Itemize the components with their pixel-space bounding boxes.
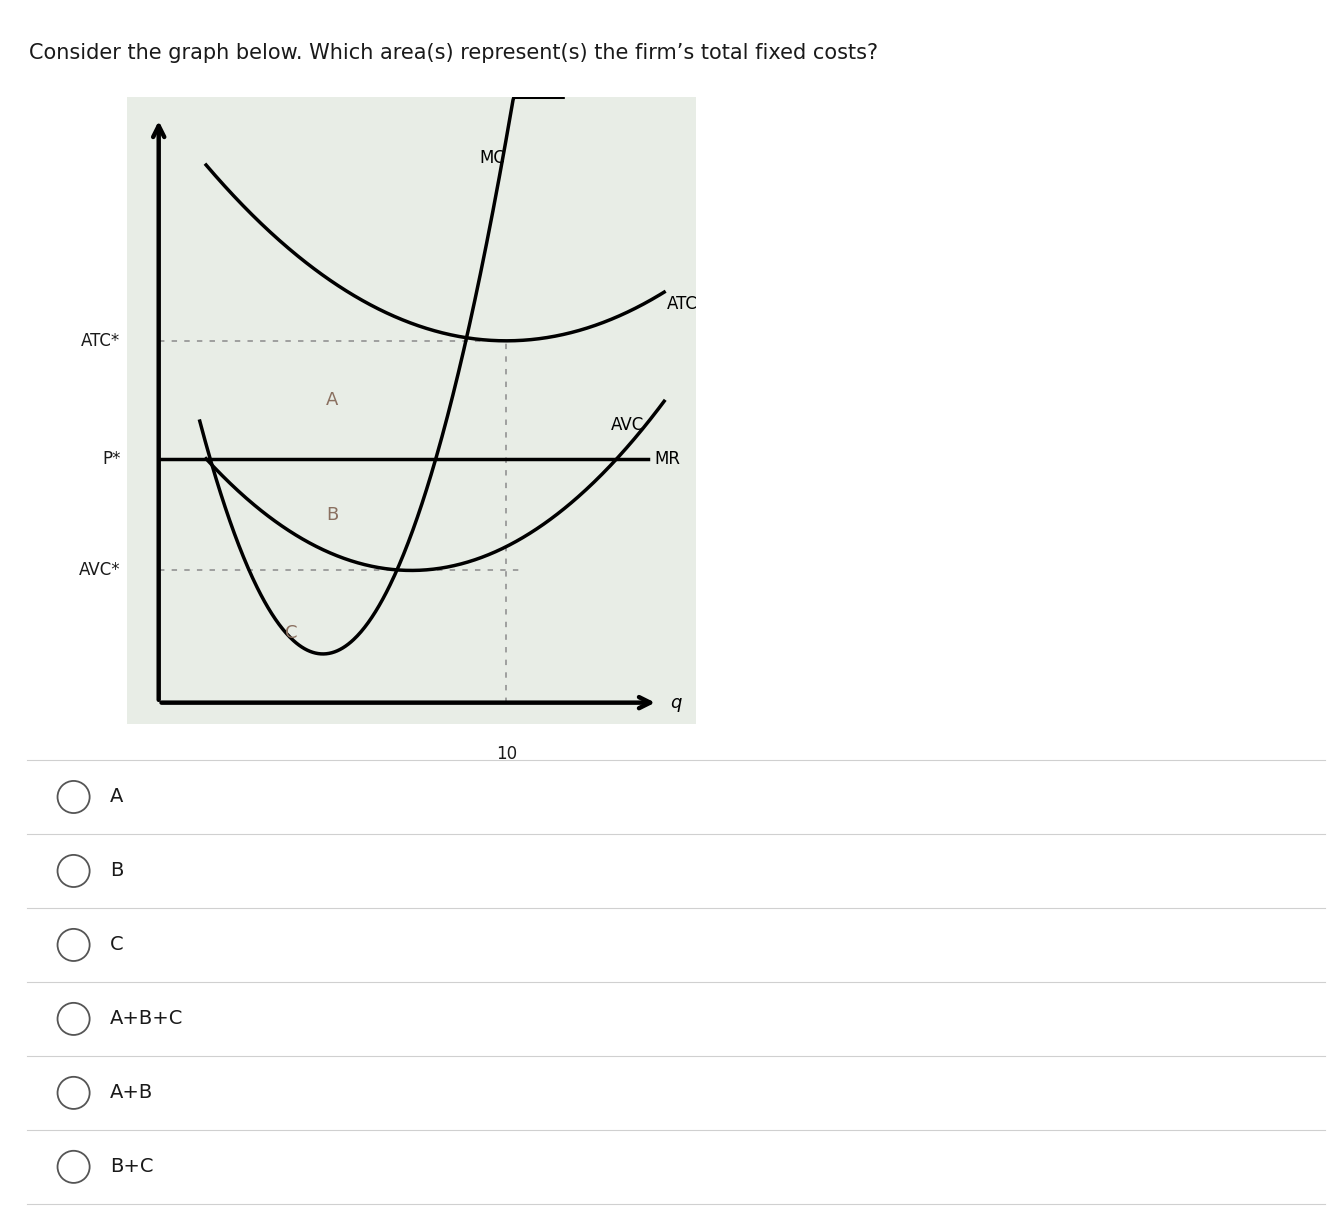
Text: ATC*: ATC* — [82, 332, 120, 350]
Text: A+B: A+B — [110, 1083, 153, 1103]
Text: MR: MR — [654, 450, 681, 468]
Text: C: C — [285, 624, 297, 642]
Text: AVC: AVC — [610, 416, 644, 434]
Text: q: q — [670, 693, 682, 711]
Text: ATC: ATC — [668, 295, 698, 313]
Text: C: C — [110, 935, 123, 955]
Text: A: A — [110, 788, 123, 806]
Text: 10: 10 — [495, 745, 516, 764]
Text: B+C: B+C — [110, 1158, 154, 1176]
Text: AVC*: AVC* — [79, 562, 120, 580]
Text: B: B — [110, 861, 123, 880]
Text: P*: P* — [102, 450, 120, 468]
Text: MC: MC — [479, 148, 504, 167]
Text: B: B — [326, 506, 339, 524]
Text: A: A — [326, 392, 339, 409]
Text: Consider the graph below. Which area(s) represent(s) the firm’s total fixed cost: Consider the graph below. Which area(s) … — [29, 43, 879, 62]
Text: A+B+C: A+B+C — [110, 1009, 183, 1029]
